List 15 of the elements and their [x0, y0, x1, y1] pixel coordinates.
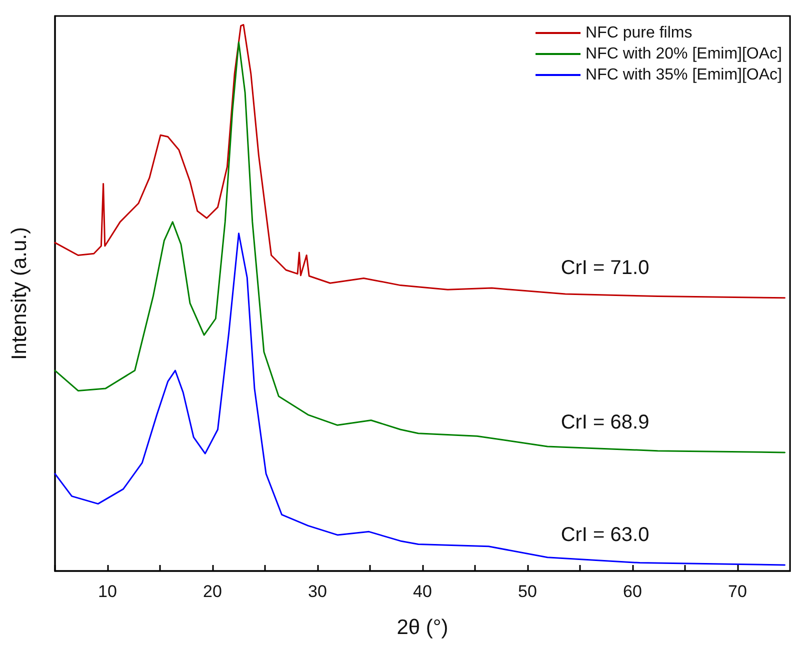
x-tick-label: 30 [308, 582, 327, 601]
legend-label: NFC pure films [586, 24, 692, 42]
x-tick-label: 50 [518, 582, 537, 601]
annotation: CrI = 71.0 [560, 256, 650, 279]
legend-label: NFC with 20% [Emim][OAc] [586, 46, 782, 62]
legend-label: NFC with 35% [Emim][OAc] [586, 66, 782, 84]
x-tick-label: 70 [728, 582, 747, 601]
y-axis-title: Intensity (a.u.) [8, 226, 31, 360]
x-tick-label: 60 [623, 582, 642, 601]
x-tick-label: 10 [98, 582, 117, 601]
x-tick-label: 40 [413, 582, 432, 601]
x-tick-label: 20 [203, 582, 222, 601]
annotation: CrI = 63.0 [560, 524, 650, 546]
x-axis-title: 2θ (°) [396, 616, 448, 639]
annotation: CrI = 68.9 [560, 411, 650, 434]
